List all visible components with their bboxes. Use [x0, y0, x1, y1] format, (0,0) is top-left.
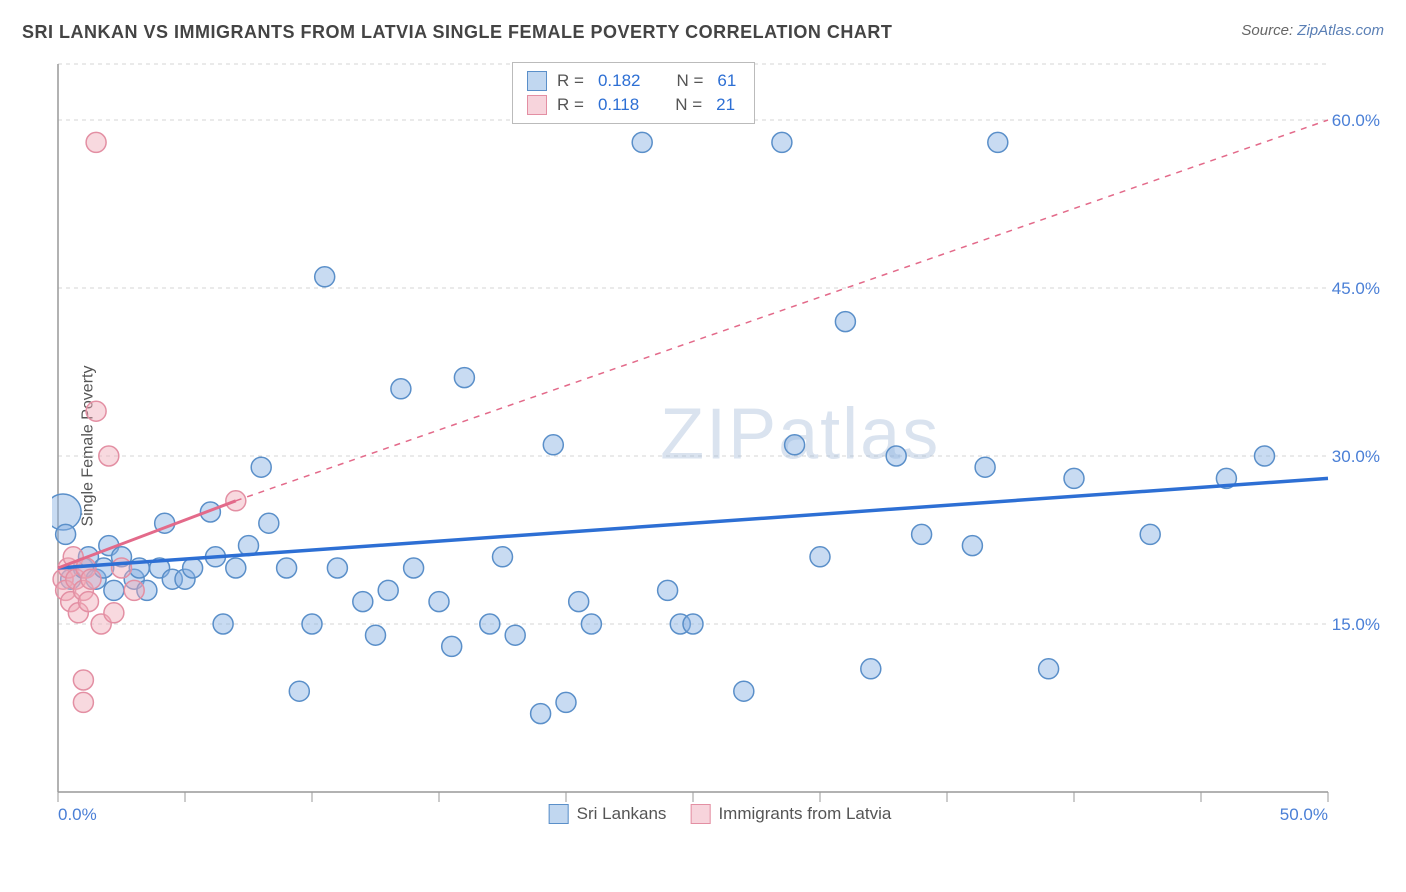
data-point [531, 704, 551, 724]
data-point [315, 267, 335, 287]
data-point [683, 614, 703, 634]
data-point [975, 457, 995, 477]
data-point [86, 132, 106, 152]
data-point [442, 636, 462, 656]
plot-area: 15.0%30.0%45.0%60.0%0.0%50.0%ZIPatlas R … [52, 58, 1388, 828]
data-point [391, 379, 411, 399]
chart-header: SRI LANKAN VS IMMIGRANTS FROM LATVIA SIN… [22, 22, 1384, 43]
chart-source: Source: ZipAtlas.com [1241, 22, 1384, 39]
data-point [259, 513, 279, 533]
data-point [480, 614, 500, 634]
data-point [632, 132, 652, 152]
data-point [861, 659, 881, 679]
data-point [251, 457, 271, 477]
data-point [99, 446, 119, 466]
data-point [962, 536, 982, 556]
data-point [734, 681, 754, 701]
source-link[interactable]: ZipAtlas.com [1297, 22, 1384, 39]
data-point [327, 558, 347, 578]
data-point [1039, 659, 1059, 679]
data-point [104, 580, 124, 600]
legend-stat-row: R =0.118N =21 [527, 93, 740, 117]
data-point [366, 625, 386, 645]
data-point [785, 435, 805, 455]
data-point [556, 692, 576, 712]
svg-text:45.0%: 45.0% [1332, 279, 1380, 298]
legend-swatch [527, 71, 547, 91]
data-point [1255, 446, 1275, 466]
legend-swatch [527, 95, 547, 115]
series-legend: Sri Lankans Immigrants from Latvia [549, 804, 892, 824]
legend-swatch [690, 804, 710, 824]
data-point [493, 547, 513, 567]
data-point [810, 547, 830, 567]
data-point [289, 681, 309, 701]
data-point [183, 558, 203, 578]
data-point [505, 625, 525, 645]
data-point [543, 435, 563, 455]
data-point [73, 670, 93, 690]
data-point [454, 368, 474, 388]
data-point [1140, 524, 1160, 544]
svg-text:50.0%: 50.0% [1280, 805, 1328, 824]
data-point [912, 524, 932, 544]
svg-text:30.0%: 30.0% [1332, 447, 1380, 466]
legend-item: Immigrants from Latvia [690, 804, 891, 824]
data-point [353, 592, 373, 612]
data-point [86, 401, 106, 421]
legend-item: Sri Lankans [549, 804, 667, 824]
scatter-plot: 15.0%30.0%45.0%60.0%0.0%50.0%ZIPatlas [52, 58, 1388, 828]
data-point [569, 592, 589, 612]
data-point [378, 580, 398, 600]
svg-text:0.0%: 0.0% [58, 805, 97, 824]
data-point [213, 614, 233, 634]
data-point [658, 580, 678, 600]
data-point [1064, 468, 1084, 488]
data-point [581, 614, 601, 634]
chart-title: SRI LANKAN VS IMMIGRANTS FROM LATVIA SIN… [22, 22, 892, 43]
svg-text:60.0%: 60.0% [1332, 111, 1380, 130]
legend-stat-row: R =0.182N =61 [527, 69, 740, 93]
data-point [404, 558, 424, 578]
data-point [104, 603, 124, 623]
data-point [73, 692, 93, 712]
legend-swatch [549, 804, 569, 824]
data-point [429, 592, 449, 612]
data-point [886, 446, 906, 466]
data-point [226, 558, 246, 578]
data-point [835, 312, 855, 332]
data-point [277, 558, 297, 578]
data-point [302, 614, 322, 634]
data-point [124, 580, 144, 600]
data-point [78, 592, 98, 612]
correlation-legend: R =0.182N =61R =0.118N =21 [512, 62, 755, 124]
data-point [772, 132, 792, 152]
data-point [81, 569, 101, 589]
data-point [56, 524, 76, 544]
data-point [112, 558, 132, 578]
svg-text:15.0%: 15.0% [1332, 615, 1380, 634]
data-point [988, 132, 1008, 152]
